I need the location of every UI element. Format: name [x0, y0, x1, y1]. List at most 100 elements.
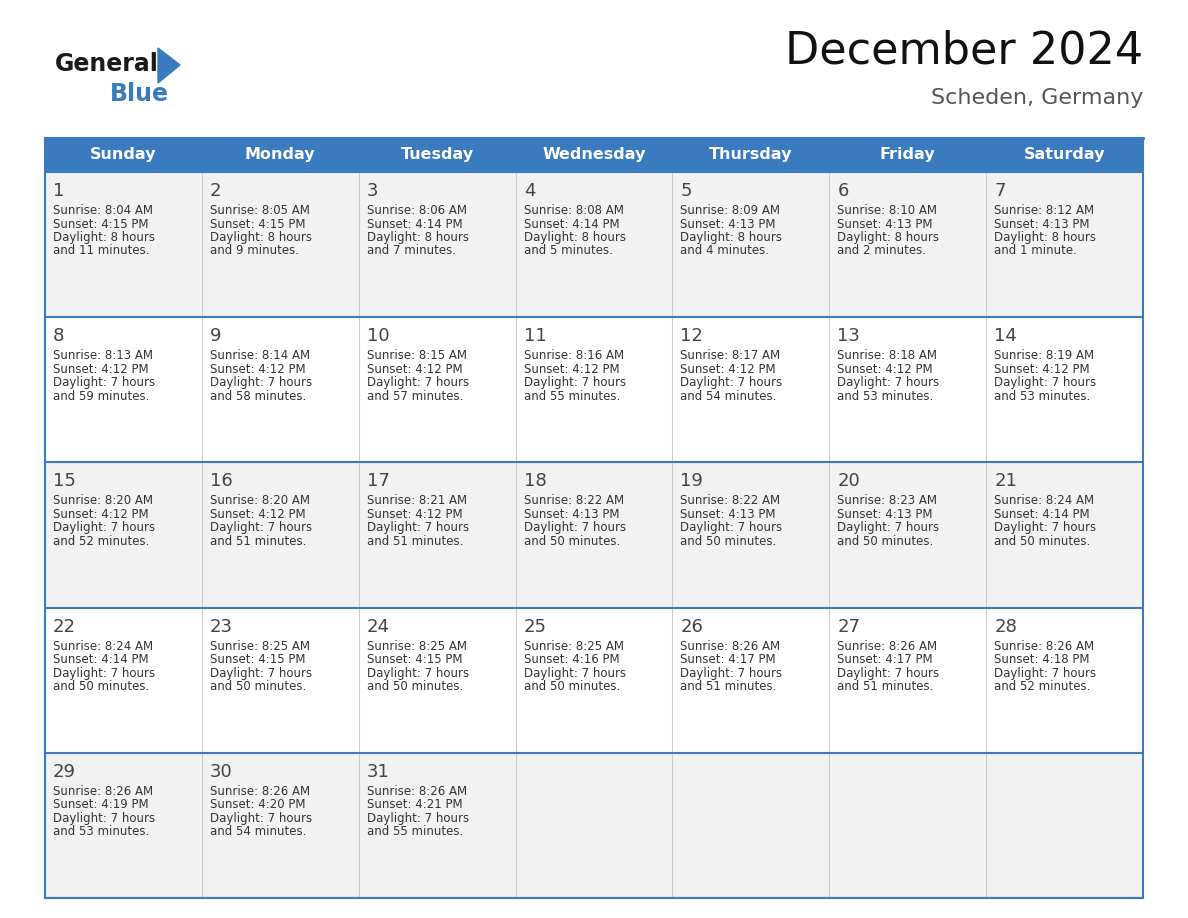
Bar [986, 172, 1143, 318]
Bar [202, 172, 359, 318]
Text: Sunset: 4:12 PM: Sunset: 4:12 PM [53, 363, 148, 375]
Text: Sunrise: 8:08 AM: Sunrise: 8:08 AM [524, 204, 624, 217]
Text: Sunrise: 8:24 AM: Sunrise: 8:24 AM [53, 640, 153, 653]
Text: and 59 minutes.: and 59 minutes. [53, 390, 150, 403]
Text: Monday: Monday [245, 148, 316, 162]
Text: and 50 minutes.: and 50 minutes. [524, 535, 620, 548]
Text: Sunrise: 8:26 AM: Sunrise: 8:26 AM [53, 785, 153, 798]
Bar [359, 608, 516, 753]
Text: Daylight: 7 hours: Daylight: 7 hours [838, 376, 940, 389]
Text: Daylight: 7 hours: Daylight: 7 hours [838, 666, 940, 679]
Text: Daylight: 7 hours: Daylight: 7 hours [524, 521, 626, 534]
Bar [672, 753, 829, 898]
Text: and 50 minutes.: and 50 minutes. [994, 535, 1091, 548]
Text: Sunset: 4:12 PM: Sunset: 4:12 PM [367, 508, 462, 521]
Bar [45, 138, 1143, 898]
Bar [672, 172, 829, 318]
Text: and 52 minutes.: and 52 minutes. [994, 680, 1091, 693]
Text: 27: 27 [838, 618, 860, 635]
Text: Sunrise: 8:04 AM: Sunrise: 8:04 AM [53, 204, 153, 217]
Text: Sunset: 4:12 PM: Sunset: 4:12 PM [53, 508, 148, 521]
Bar [986, 318, 1143, 463]
Bar [986, 463, 1143, 608]
Text: and 53 minutes.: and 53 minutes. [53, 825, 150, 838]
Text: Sunrise: 8:25 AM: Sunrise: 8:25 AM [367, 640, 467, 653]
Text: and 50 minutes.: and 50 minutes. [681, 535, 777, 548]
Text: 13: 13 [838, 327, 860, 345]
Text: Daylight: 7 hours: Daylight: 7 hours [367, 812, 469, 824]
Bar [359, 172, 516, 318]
Text: Sunrise: 8:22 AM: Sunrise: 8:22 AM [524, 495, 624, 508]
Text: Sunrise: 8:22 AM: Sunrise: 8:22 AM [681, 495, 781, 508]
Text: and 50 minutes.: and 50 minutes. [210, 680, 307, 693]
Text: 6: 6 [838, 182, 848, 200]
Text: 1: 1 [53, 182, 64, 200]
Text: Daylight: 7 hours: Daylight: 7 hours [210, 812, 312, 824]
Text: Sunset: 4:17 PM: Sunset: 4:17 PM [838, 653, 933, 666]
Text: 28: 28 [994, 618, 1017, 635]
Text: 9: 9 [210, 327, 221, 345]
Text: Sunrise: 8:19 AM: Sunrise: 8:19 AM [994, 349, 1094, 363]
Text: Daylight: 7 hours: Daylight: 7 hours [210, 376, 312, 389]
Text: Sunrise: 8:05 AM: Sunrise: 8:05 AM [210, 204, 310, 217]
Text: Sunrise: 8:18 AM: Sunrise: 8:18 AM [838, 349, 937, 363]
Text: and 7 minutes.: and 7 minutes. [367, 244, 456, 258]
Bar [516, 318, 672, 463]
Bar [986, 753, 1143, 898]
Text: Sunset: 4:13 PM: Sunset: 4:13 PM [994, 218, 1089, 230]
Text: Wednesday: Wednesday [542, 148, 646, 162]
Text: Daylight: 7 hours: Daylight: 7 hours [210, 666, 312, 679]
Text: Daylight: 7 hours: Daylight: 7 hours [367, 666, 469, 679]
Text: Daylight: 8 hours: Daylight: 8 hours [367, 231, 469, 244]
Text: 2: 2 [210, 182, 221, 200]
Bar [672, 138, 829, 172]
Text: Sunrise: 8:10 AM: Sunrise: 8:10 AM [838, 204, 937, 217]
Text: Daylight: 7 hours: Daylight: 7 hours [210, 521, 312, 534]
Text: Sunset: 4:12 PM: Sunset: 4:12 PM [524, 363, 619, 375]
Text: Daylight: 7 hours: Daylight: 7 hours [53, 812, 156, 824]
Text: Daylight: 8 hours: Daylight: 8 hours [994, 231, 1097, 244]
Text: Sunset: 4:20 PM: Sunset: 4:20 PM [210, 799, 305, 812]
Bar [202, 318, 359, 463]
Text: Blue: Blue [110, 82, 169, 106]
Text: Daylight: 8 hours: Daylight: 8 hours [838, 231, 940, 244]
Bar [829, 318, 986, 463]
Text: and 50 minutes.: and 50 minutes. [53, 680, 150, 693]
Text: and 2 minutes.: and 2 minutes. [838, 244, 927, 258]
Bar [829, 608, 986, 753]
Text: Daylight: 7 hours: Daylight: 7 hours [838, 521, 940, 534]
Bar [829, 138, 986, 172]
Text: Sunset: 4:18 PM: Sunset: 4:18 PM [994, 653, 1089, 666]
Text: Sunrise: 8:06 AM: Sunrise: 8:06 AM [367, 204, 467, 217]
Text: 19: 19 [681, 473, 703, 490]
Bar [202, 753, 359, 898]
Text: 15: 15 [53, 473, 76, 490]
Bar [516, 138, 672, 172]
Text: and 11 minutes.: and 11 minutes. [53, 244, 150, 258]
Text: Daylight: 7 hours: Daylight: 7 hours [367, 521, 469, 534]
Text: Sunset: 4:17 PM: Sunset: 4:17 PM [681, 653, 776, 666]
Text: Sunday: Sunday [90, 148, 157, 162]
Text: 20: 20 [838, 473, 860, 490]
Bar [359, 318, 516, 463]
Text: 26: 26 [681, 618, 703, 635]
Bar [359, 753, 516, 898]
Text: and 50 minutes.: and 50 minutes. [838, 535, 934, 548]
Text: Sunset: 4:12 PM: Sunset: 4:12 PM [210, 508, 305, 521]
Text: Sunset: 4:13 PM: Sunset: 4:13 PM [524, 508, 619, 521]
Bar [45, 753, 202, 898]
Text: Sunrise: 8:26 AM: Sunrise: 8:26 AM [210, 785, 310, 798]
Text: Sunset: 4:12 PM: Sunset: 4:12 PM [681, 363, 776, 375]
Text: 29: 29 [53, 763, 76, 781]
Text: Sunset: 4:13 PM: Sunset: 4:13 PM [838, 508, 933, 521]
Text: 25: 25 [524, 618, 546, 635]
Bar [829, 753, 986, 898]
Text: Sunset: 4:15 PM: Sunset: 4:15 PM [210, 653, 305, 666]
Text: 30: 30 [210, 763, 233, 781]
Text: Sunrise: 8:20 AM: Sunrise: 8:20 AM [210, 495, 310, 508]
Text: and 51 minutes.: and 51 minutes. [367, 535, 463, 548]
Text: Daylight: 8 hours: Daylight: 8 hours [681, 231, 783, 244]
Text: Daylight: 7 hours: Daylight: 7 hours [994, 666, 1097, 679]
Text: and 53 minutes.: and 53 minutes. [838, 390, 934, 403]
Text: Sunrise: 8:26 AM: Sunrise: 8:26 AM [994, 640, 1094, 653]
